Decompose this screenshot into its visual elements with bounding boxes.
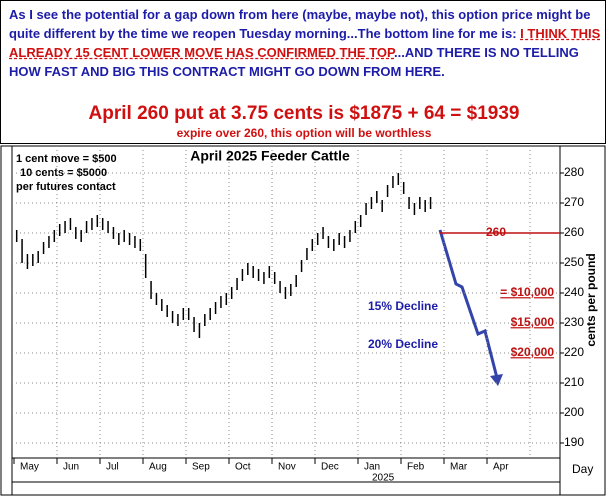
y-tick-label: 260 [564,225,584,239]
x-tick-label: Sep [192,462,210,473]
x-tick-label: Jan [364,462,380,473]
x-tick-label: Mar [450,462,468,473]
scale-note: per futures contact [16,181,116,193]
y-tick-label: 210 [564,375,584,389]
subline: expire over 260, this option will be wor… [176,126,432,140]
x-tick-label: Nov [278,462,296,473]
price-target: $20,000 [511,345,555,359]
scale-note: 10 cents = $5000 [20,167,107,179]
x-tick-label: Apr [493,462,509,473]
x-tick-label: Dec [321,462,339,473]
y-tick-label: 240 [564,285,584,299]
header-box: As I see the potential for a gap down fr… [0,0,606,144]
x-tick-label: Aug [149,462,167,473]
y-tick-label: 190 [564,435,584,449]
y-tick-label: 230 [564,315,584,329]
y-tick-label: 250 [564,255,584,269]
x-tick-label: May [20,462,39,473]
y-tick-label: 220 [564,345,584,359]
x-tick-label: Feb [407,462,425,473]
commentary-text: ...AND THERE IS NO TELLING HOW FAST AND … [9,45,579,79]
x-axis-label: Day [572,462,593,476]
decline-note: 20% Decline [368,337,438,351]
x-tick-label: Jul [106,462,119,473]
reference-label: 260 [486,225,506,239]
arrow-head [490,374,503,386]
chart-title: April 2025 Feeder Cattle [190,148,350,164]
chart-frame [0,145,606,496]
y-tick-label: 270 [564,195,584,209]
x-tick-label: Oct [235,462,251,473]
commentary-text: As I see the potential for a gap down fr… [9,7,591,41]
price-target: $15,000 [511,315,555,329]
commentary-highlight: I THINK THIS ALREADY 15 CENT LOWER MOVE … [9,26,601,60]
y-tick-label: 200 [564,405,584,419]
headline: April 260 put at 3.75 cents is $1875 + 6… [88,103,520,124]
y-axis-label: cents per pound [584,253,598,346]
y-tick-label: 280 [564,165,584,179]
year-label: 2025 [372,473,395,484]
projection-arrow [438,229,499,379]
x-tick-label: Jun [63,462,79,473]
price-target: = $10,000 [500,285,554,299]
decline-note: 15% Decline [368,299,438,313]
scale-note: 1 cent move = $500 [16,153,117,165]
commentary: As I see the potential for a gap down fr… [9,5,601,81]
